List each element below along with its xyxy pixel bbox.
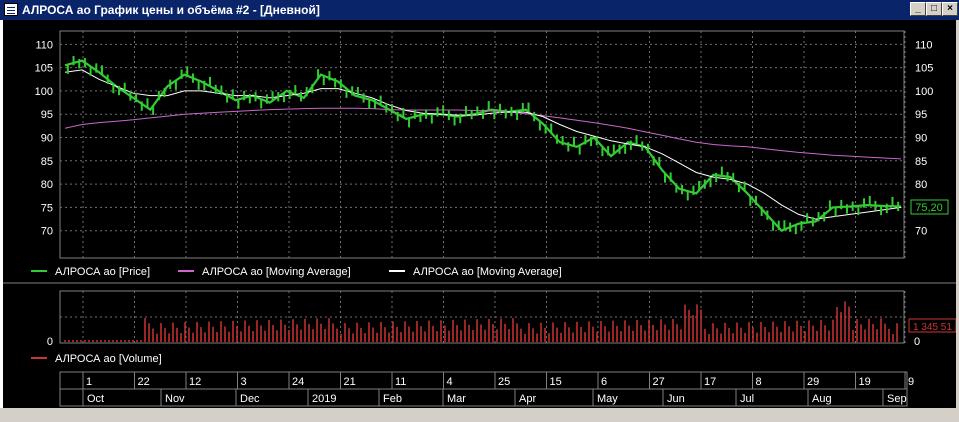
date-month-label: Nov xyxy=(165,393,185,405)
date-day-label: 9 xyxy=(908,376,914,388)
price-tick-left: 70 xyxy=(41,226,53,238)
close-button[interactable]: × xyxy=(942,2,958,16)
price-tick-left: 110 xyxy=(35,39,53,51)
date-month-label: Feb xyxy=(383,393,402,405)
date-day-label: 12 xyxy=(189,376,201,388)
price-tick-right: 90 xyxy=(915,133,927,145)
date-day-label: 15 xyxy=(550,376,562,388)
price-series[interactable] xyxy=(64,55,902,235)
date-month-label: Oct xyxy=(87,393,104,405)
price-legend: АЛРОСА ао [Price] АЛРОСА ао [Moving Aver… xyxy=(31,266,562,278)
date-day-label: 17 xyxy=(704,376,716,388)
last-volume-label: 1 345 51 xyxy=(913,322,952,333)
date-month-label: Dec xyxy=(240,393,260,405)
price-tick-right: 105 xyxy=(915,63,933,75)
date-axis-days: 1 22 12 3 24 21 11 4 25 15 6 27 17 8 29 19 9 xyxy=(82,372,914,389)
volume-grid xyxy=(60,291,906,343)
date-month-label: Mar xyxy=(447,393,466,405)
price-tick-left: 95 xyxy=(41,109,53,121)
volume-zero-tick-right: 0 xyxy=(914,336,920,348)
date-day-label: 8 xyxy=(756,376,762,388)
price-tick-left: 100 xyxy=(35,86,53,98)
volume-bars[interactable] xyxy=(64,301,898,342)
date-month-label: 2019 xyxy=(312,393,336,405)
legend-label-price: АЛРОСА ао [Price] xyxy=(55,266,150,278)
date-day-label: 1 xyxy=(86,376,92,388)
date-day-label: 4 xyxy=(447,376,453,388)
price-tick-right: 100 xyxy=(915,86,933,98)
chart-area[interactable]: 110 105 100 95 90 85 80 75 70 110 105 100 95 90 85 80 7… xyxy=(3,20,957,408)
price-panel-frame xyxy=(59,30,905,259)
last-price-label: 75,20 xyxy=(915,202,943,214)
price-tick-left: 75 xyxy=(41,202,53,214)
price-tick-left: 90 xyxy=(41,133,53,145)
price-line xyxy=(64,59,902,233)
legend-label-volume: АЛРОСА ао [Volume] xyxy=(55,353,162,365)
maximize-button[interactable]: □ xyxy=(926,2,942,16)
price-grid xyxy=(60,31,906,258)
ma-short-line xyxy=(64,69,902,220)
minimize-button[interactable]: _ xyxy=(910,2,926,16)
date-day-label: 6 xyxy=(601,376,607,388)
date-day-label: 19 xyxy=(859,376,871,388)
price-y-axis-left: 110 105 100 95 90 85 80 75 70 xyxy=(35,39,53,237)
date-month-label: Sep xyxy=(887,393,907,405)
date-day-label: 25 xyxy=(498,376,510,388)
left-edge xyxy=(0,20,3,410)
price-tick-left: 85 xyxy=(41,156,53,168)
legend-label-ma-short: АЛРОСА ао [Moving Average] xyxy=(413,266,562,278)
legend-label-ma-long: АЛРОСА ао [Moving Average] xyxy=(202,266,351,278)
date-month-label: May xyxy=(597,393,618,405)
date-day-label: 22 xyxy=(138,376,150,388)
date-month-label: Jun xyxy=(667,393,685,405)
price-tick-right: 80 xyxy=(915,179,927,191)
price-tick-right: 110 xyxy=(915,39,933,51)
price-tick-left: 80 xyxy=(41,179,53,191)
date-axis-months: Oct Nov Dec 2019 Feb Mar Apr May Jun Jul Aug Sep xyxy=(82,389,907,406)
date-day-label: 29 xyxy=(807,376,819,388)
date-day-label: 11 xyxy=(395,376,406,388)
last-price-badge xyxy=(910,199,949,215)
price-tick-right: 70 xyxy=(915,226,927,238)
date-day-label: 27 xyxy=(653,376,665,388)
window-bottom-border xyxy=(0,408,959,422)
volume-zero-tick-left: 0 xyxy=(47,336,53,348)
price-tick-right: 85 xyxy=(915,156,927,168)
chart-window-icon[interactable] xyxy=(4,3,18,16)
date-month-label: Aug xyxy=(812,393,832,405)
date-day-label: 3 xyxy=(241,376,247,388)
window-titlebar[interactable]: АЛРОСА ао График цены и объёма #2 - [Дне… xyxy=(0,0,959,20)
date-day-label: 21 xyxy=(344,376,356,388)
date-day-label: 24 xyxy=(292,376,304,388)
date-month-label: Apr xyxy=(519,393,536,405)
price-tick-right: 95 xyxy=(915,109,927,121)
volume-legend: АЛРОСА ао [Volume] xyxy=(31,353,162,365)
price-tick-left: 105 xyxy=(35,63,53,75)
window-title: АЛРОСА ао График цены и объёма #2 - [Дне… xyxy=(22,3,320,17)
date-month-label: Jul xyxy=(740,393,754,405)
